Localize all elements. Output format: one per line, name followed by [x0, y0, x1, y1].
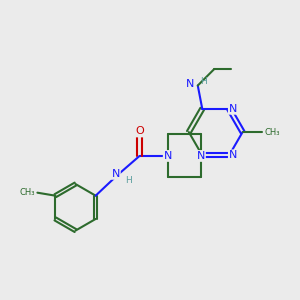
Text: O: O: [135, 127, 144, 136]
Text: N: N: [112, 169, 120, 179]
Text: N: N: [229, 150, 237, 161]
Text: N: N: [164, 151, 172, 161]
Text: N: N: [186, 79, 194, 89]
Text: N: N: [196, 151, 205, 161]
Text: H: H: [200, 77, 207, 86]
Text: H: H: [125, 176, 132, 185]
Text: N: N: [229, 104, 237, 114]
Text: CH₃: CH₃: [264, 128, 280, 136]
Text: CH₃: CH₃: [20, 188, 35, 196]
